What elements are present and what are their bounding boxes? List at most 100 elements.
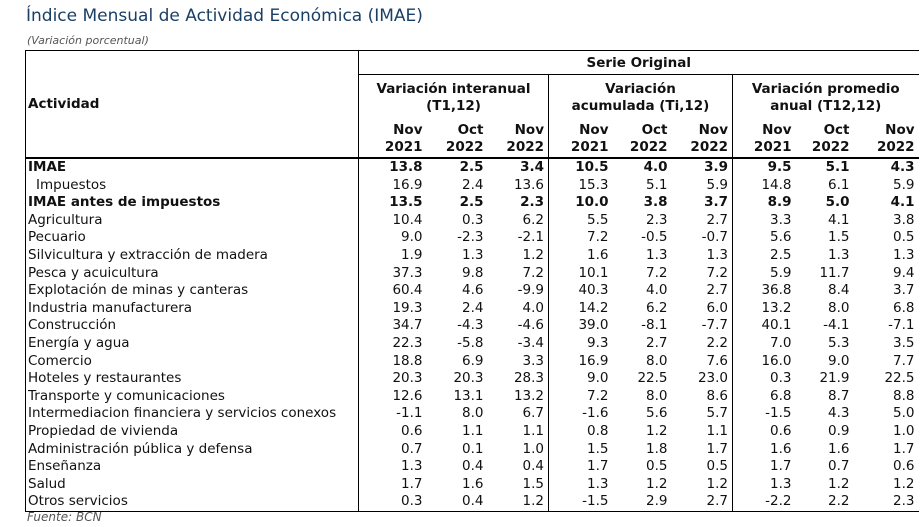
table-row: Propiedad de vivienda 0.6 1.1 1.1 0.8 1.2 1.1 0… xyxy=(25,422,919,441)
row-value: 18.8 xyxy=(358,352,427,371)
row-value: 40.1 xyxy=(732,317,796,335)
row-value: 5.3 xyxy=(828,334,850,351)
row-value: 0.4 xyxy=(462,458,484,475)
table-row: Intermediacion financiera y servicios co… xyxy=(25,405,919,423)
row-value: 3.3 xyxy=(732,211,796,230)
period-month: Nov xyxy=(762,122,792,138)
row-value: 5.5 xyxy=(548,211,613,230)
row-value: 10.0 xyxy=(548,194,613,212)
row-value: 16.0 xyxy=(732,352,796,371)
row-value: 1.0 xyxy=(893,422,915,439)
row-value: 13.5 xyxy=(358,194,427,212)
row-label: Propiedad de vivienda xyxy=(25,422,359,441)
row-value: 7.2 xyxy=(706,264,728,281)
row-value: 2.5 xyxy=(459,159,484,175)
row-value: 4.1 xyxy=(890,194,915,211)
table-row: Industria manufacturera 19.3 2.4 4.0 14.2 6.2… xyxy=(25,299,919,318)
row-value: 1.2 xyxy=(828,475,850,492)
row-value: 4.0 xyxy=(646,282,668,299)
row-value: 9.3 xyxy=(548,334,613,353)
row-value: 0.9 xyxy=(828,422,850,439)
row-value: 1.7 xyxy=(548,458,613,476)
row-value: 28.3 xyxy=(513,370,544,387)
row-value: 3.4 xyxy=(520,159,544,175)
row-value: 1.3 xyxy=(732,475,796,494)
row-value: 9.0 xyxy=(828,352,850,369)
row-value: 7.0 xyxy=(732,334,796,353)
group-header-line1: Variación promedio xyxy=(751,81,900,97)
row-label: IMAE antes de impuestos xyxy=(25,194,359,212)
table-row: Impuestos 16.9 2.4 13.6 15.3 5.1 5.9 14.8 6.1 5.9 xyxy=(25,176,919,195)
row-value: 5.9 xyxy=(732,264,796,283)
row-value: 23.0 xyxy=(697,370,728,387)
row-value: 0.6 xyxy=(732,422,796,441)
row-value: -7.1 xyxy=(888,317,915,334)
row-value: 6.2 xyxy=(646,299,668,316)
row-value: 1.3 xyxy=(893,246,915,263)
row-value: 19.3 xyxy=(358,299,427,318)
row-value: 5.1 xyxy=(825,159,850,175)
period-header: Oct 2022 xyxy=(795,121,854,159)
row-value: 0.5 xyxy=(706,458,728,475)
row-value: 1.5 xyxy=(828,229,850,246)
row-value: -3.4 xyxy=(517,334,544,351)
group-header-acumulada: Variación acumulada (Ti,12) xyxy=(548,74,733,121)
row-value: 7.2 xyxy=(548,387,613,406)
row-value: -2.2 xyxy=(732,493,796,512)
row-value: 2.7 xyxy=(671,493,733,512)
row-value: 1.7 xyxy=(893,440,915,457)
table-row: Enseñanza 1.3 0.4 0.4 1.7 0.5 0.5 1.7 0.7 0.6 xyxy=(25,458,919,476)
row-label: Pecuario xyxy=(25,229,359,247)
row-value: 0.3 xyxy=(358,493,427,512)
row-value: 3.9 xyxy=(704,159,728,175)
row-value: 1.3 xyxy=(548,475,613,494)
row-value: -0.7 xyxy=(701,229,728,246)
row-value: 36.8 xyxy=(732,282,796,300)
imae-table: Actividad Serie Original Variación inter… xyxy=(25,50,919,512)
row-value: 10.4 xyxy=(358,211,427,230)
row-value: 22.5 xyxy=(884,370,915,387)
row-value: 6.7 xyxy=(522,405,544,422)
row-label: IMAE xyxy=(25,158,359,177)
row-value: 10.5 xyxy=(548,158,613,177)
row-value: 3.7 xyxy=(893,282,915,299)
period-year: 2022 xyxy=(876,139,915,155)
page-subtitle: (Variación porcentual) xyxy=(27,34,149,47)
row-value: 3.3 xyxy=(522,352,544,369)
period-month: Nov xyxy=(393,122,423,138)
period-month: Nov xyxy=(698,122,728,138)
table-row: Construcción 34.7 -4.3 -4.6 39.0 -8.1 -7.7 40.1… xyxy=(25,317,919,335)
row-value: -4.3 xyxy=(457,317,484,334)
period-header: Nov 2021 xyxy=(732,121,796,159)
row-value: 6.1 xyxy=(828,176,850,193)
period-header: Oct 2022 xyxy=(612,121,672,159)
row-value: 1.6 xyxy=(548,246,613,265)
page-title: Índice Mensual de Actividad Económica (I… xyxy=(26,6,423,26)
serie-header: Serie Original xyxy=(357,50,919,75)
period-year: 2022 xyxy=(445,139,484,155)
row-value: 9.8 xyxy=(462,264,484,281)
period-header: Nov 2021 xyxy=(548,121,613,159)
row-value: 4.0 xyxy=(643,159,668,175)
row-value: 10.1 xyxy=(548,264,613,283)
group-header-promedio: Variación promedio anual (T12,12) xyxy=(731,74,919,121)
period-year: 2021 xyxy=(570,139,609,155)
table-row: Pesca y acuicultura 37.3 9.8 7.2 10.1 7.2 7.2 5… xyxy=(25,264,919,283)
row-value: 3.8 xyxy=(893,211,915,228)
period-year: 2021 xyxy=(753,139,792,155)
row-value: 40.3 xyxy=(548,282,613,300)
row-value: -1.5 xyxy=(732,405,796,423)
row-value: 2.7 xyxy=(706,282,728,299)
row-value: -2.3 xyxy=(457,229,484,246)
row-value: 5.6 xyxy=(732,229,796,247)
table-row: Comercio 18.8 6.9 3.3 16.9 8.0 7.6 16.0 9.0 7.7 xyxy=(25,352,919,371)
row-value: 1.3 xyxy=(646,246,668,263)
group-header-line2: (T1,12) xyxy=(426,98,481,114)
row-label: Agricultura xyxy=(25,211,359,230)
row-value: 1.2 xyxy=(646,422,668,439)
row-value: 39.0 xyxy=(548,317,613,335)
row-value: -8.1 xyxy=(641,317,668,334)
period-month: Nov xyxy=(579,122,609,138)
row-value: 1.3 xyxy=(462,246,484,263)
row-value: -2.1 xyxy=(517,229,544,246)
